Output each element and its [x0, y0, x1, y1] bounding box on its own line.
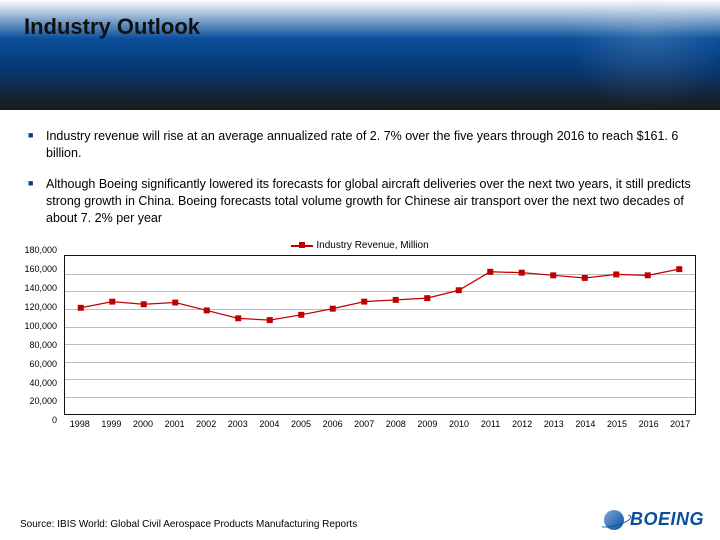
series-marker [78, 305, 84, 311]
y-tick-label: 120,000 [24, 302, 57, 312]
series-marker [109, 299, 115, 305]
x-tick-label: 2012 [512, 419, 532, 429]
series-marker [141, 302, 147, 308]
series-marker [519, 270, 525, 276]
series-marker [172, 300, 178, 306]
x-tick-label: 2004 [259, 419, 279, 429]
series-marker [550, 273, 556, 279]
x-axis-labels: 1998 1999 2000 2001 2002 2003 2004 2005 2006 2007… [64, 419, 696, 433]
series-marker [645, 273, 651, 279]
page-title: Industry Outlook [24, 14, 200, 40]
bullet-item: Industry revenue will rise at an average… [28, 128, 692, 162]
globe-icon [604, 510, 624, 530]
x-tick-label: 2003 [228, 419, 248, 429]
series-marker [298, 312, 304, 318]
bullet-item: Although Boeing significantly lowered it… [28, 176, 692, 227]
series-marker [582, 275, 588, 281]
header-decorative-overlay [540, 0, 720, 110]
y-tick-label: 0 [52, 415, 57, 425]
x-tick-label: 2011 [481, 419, 500, 429]
x-tick-label: 2013 [544, 419, 564, 429]
x-tick-label: 2000 [133, 419, 153, 429]
x-tick-label: 2016 [639, 419, 659, 429]
brand-logo: BOEING [604, 509, 704, 530]
x-tick-label: 2005 [291, 419, 311, 429]
header-band: Industry Outlook [0, 0, 720, 110]
bullet-text: Industry revenue will rise at an average… [46, 129, 678, 160]
series-marker [393, 297, 399, 303]
x-tick-label: 2015 [607, 419, 627, 429]
bullet-text: Although Boeing significantly lowered it… [46, 177, 691, 225]
chart-legend: Industry Revenue, Million [16, 240, 704, 251]
y-tick-label: 60,000 [29, 359, 57, 369]
x-tick-label: 2014 [575, 419, 595, 429]
chart-area: Industry Revenue, Million 020,00040,0006… [16, 240, 704, 433]
footer: Source: IBIS World: Global Civil Aerospa… [20, 509, 704, 530]
x-tick-label: 2009 [417, 419, 437, 429]
series-marker [267, 317, 273, 323]
legend-label: Industry Revenue, Million [316, 240, 428, 251]
source-text: Source: IBIS World: Global Civil Aerospa… [20, 519, 357, 530]
series-marker [235, 316, 241, 322]
y-tick-label: 40,000 [29, 378, 57, 388]
x-tick-label: 2017 [670, 419, 690, 429]
series-marker [676, 267, 682, 273]
chart-plot-area: 020,00040,00060,00080,000100,000120,0001… [64, 255, 696, 415]
content-region: Industry revenue will rise at an average… [0, 110, 720, 226]
series-marker [613, 272, 619, 278]
bullet-list: Industry revenue will rise at an average… [28, 128, 692, 226]
x-tick-label: 2007 [354, 419, 374, 429]
x-tick-label: 2002 [196, 419, 216, 429]
x-tick-label: 1998 [70, 419, 90, 429]
series-marker [424, 296, 430, 302]
series-marker [456, 288, 462, 294]
y-tick-label: 160,000 [24, 264, 57, 274]
series-marker [361, 299, 367, 305]
series-marker [330, 306, 336, 312]
y-tick-label: 80,000 [29, 340, 57, 350]
chart-series [65, 256, 695, 414]
series-marker [487, 269, 493, 275]
y-tick-label: 100,000 [24, 321, 57, 331]
x-tick-label: 2001 [165, 419, 185, 429]
series-marker [204, 308, 210, 314]
y-tick-label: 20,000 [29, 396, 57, 406]
brand-text: BOEING [630, 509, 704, 530]
y-tick-label: 180,000 [24, 245, 57, 255]
y-axis-labels: 020,00040,00060,00080,000100,000120,0001… [13, 250, 61, 420]
x-tick-label: 2008 [386, 419, 406, 429]
y-tick-label: 140,000 [24, 283, 57, 293]
x-tick-label: 2010 [449, 419, 469, 429]
x-tick-label: 2006 [323, 419, 343, 429]
series-line [81, 270, 680, 321]
x-tick-label: 1999 [101, 419, 121, 429]
